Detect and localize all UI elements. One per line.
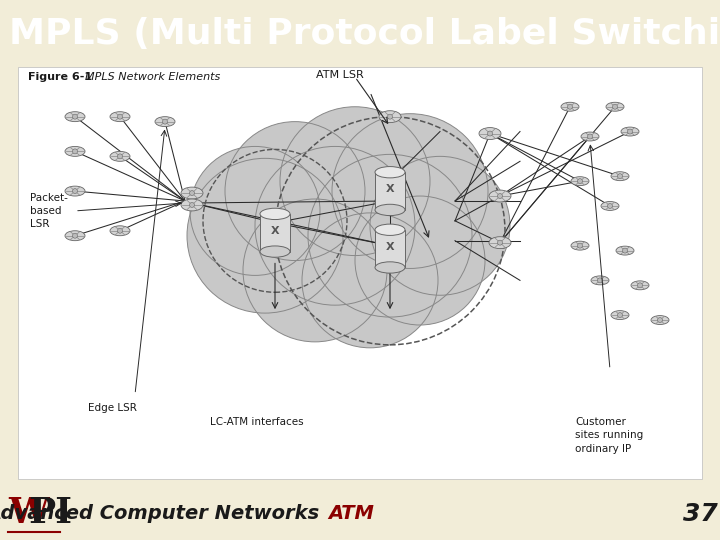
Circle shape — [117, 114, 122, 119]
Circle shape — [628, 129, 632, 134]
Text: X: X — [271, 226, 279, 236]
Bar — [375, 172, 405, 210]
Circle shape — [332, 114, 488, 268]
FancyBboxPatch shape — [18, 67, 702, 479]
Ellipse shape — [110, 112, 130, 122]
Ellipse shape — [616, 246, 634, 255]
Ellipse shape — [581, 132, 599, 141]
Ellipse shape — [65, 112, 85, 122]
Circle shape — [280, 107, 430, 255]
Circle shape — [567, 104, 572, 109]
Ellipse shape — [65, 231, 85, 241]
Text: X: X — [386, 241, 395, 252]
Text: PI: PI — [28, 496, 72, 530]
Ellipse shape — [110, 226, 130, 236]
Circle shape — [355, 196, 485, 325]
Circle shape — [623, 248, 628, 253]
Text: Packet-
based
LSR: Packet- based LSR — [30, 193, 68, 229]
Ellipse shape — [611, 310, 629, 320]
Ellipse shape — [571, 241, 589, 250]
Circle shape — [187, 158, 343, 313]
Circle shape — [577, 179, 582, 184]
Circle shape — [613, 104, 618, 109]
Circle shape — [608, 204, 613, 208]
Text: 37: 37 — [683, 502, 717, 526]
Ellipse shape — [601, 201, 619, 211]
Circle shape — [308, 154, 472, 317]
Circle shape — [302, 213, 438, 348]
Circle shape — [618, 174, 623, 179]
Ellipse shape — [489, 190, 511, 202]
Text: ATM: ATM — [328, 504, 374, 523]
Circle shape — [73, 149, 78, 154]
Ellipse shape — [561, 102, 579, 111]
Ellipse shape — [571, 177, 589, 186]
Ellipse shape — [375, 224, 405, 235]
Ellipse shape — [611, 172, 629, 181]
Ellipse shape — [260, 246, 290, 257]
Ellipse shape — [181, 187, 203, 199]
Ellipse shape — [65, 186, 85, 196]
Ellipse shape — [375, 166, 405, 178]
Circle shape — [163, 119, 168, 124]
Circle shape — [225, 122, 365, 260]
Circle shape — [387, 114, 392, 119]
Bar — [375, 230, 405, 267]
Circle shape — [255, 146, 415, 305]
Ellipse shape — [631, 281, 649, 290]
Circle shape — [618, 313, 623, 318]
Circle shape — [370, 157, 510, 295]
Ellipse shape — [651, 315, 669, 325]
Ellipse shape — [375, 204, 405, 215]
Ellipse shape — [591, 276, 609, 285]
Ellipse shape — [621, 127, 639, 136]
Circle shape — [73, 233, 78, 238]
Text: ATM LSR: ATM LSR — [316, 70, 364, 80]
Text: Edge LSR: Edge LSR — [88, 403, 137, 414]
Ellipse shape — [110, 151, 130, 161]
Circle shape — [190, 146, 320, 275]
Bar — [260, 214, 290, 252]
Circle shape — [657, 318, 662, 322]
Ellipse shape — [375, 262, 405, 273]
Text: Customer
sites running
ordinary IP: Customer sites running ordinary IP — [575, 417, 643, 454]
Circle shape — [498, 193, 503, 199]
Circle shape — [487, 131, 492, 136]
Circle shape — [498, 240, 503, 245]
Ellipse shape — [181, 199, 203, 211]
Circle shape — [189, 202, 194, 207]
Circle shape — [588, 134, 593, 139]
Circle shape — [117, 228, 122, 233]
Text: MPLS Network Elements: MPLS Network Elements — [85, 72, 220, 82]
Text: LC-ATM interfaces: LC-ATM interfaces — [210, 417, 304, 427]
Text: X: X — [386, 184, 395, 194]
Circle shape — [73, 114, 78, 119]
Circle shape — [117, 154, 122, 159]
Ellipse shape — [65, 146, 85, 157]
Circle shape — [637, 283, 642, 288]
Text: Advanced Computer Networks: Advanced Computer Networks — [0, 504, 320, 523]
Circle shape — [73, 188, 78, 193]
Ellipse shape — [379, 111, 401, 123]
Text: W: W — [8, 496, 49, 530]
Ellipse shape — [479, 127, 501, 139]
Circle shape — [577, 243, 582, 248]
Ellipse shape — [155, 117, 175, 126]
Circle shape — [243, 199, 387, 342]
Circle shape — [598, 278, 603, 283]
Ellipse shape — [606, 102, 624, 111]
Ellipse shape — [489, 237, 511, 248]
Text: MPLS (Multi Protocol Label Switching): MPLS (Multi Protocol Label Switching) — [9, 17, 720, 51]
Circle shape — [189, 191, 194, 195]
Ellipse shape — [260, 208, 290, 220]
Text: Figure 6-1: Figure 6-1 — [28, 72, 92, 82]
